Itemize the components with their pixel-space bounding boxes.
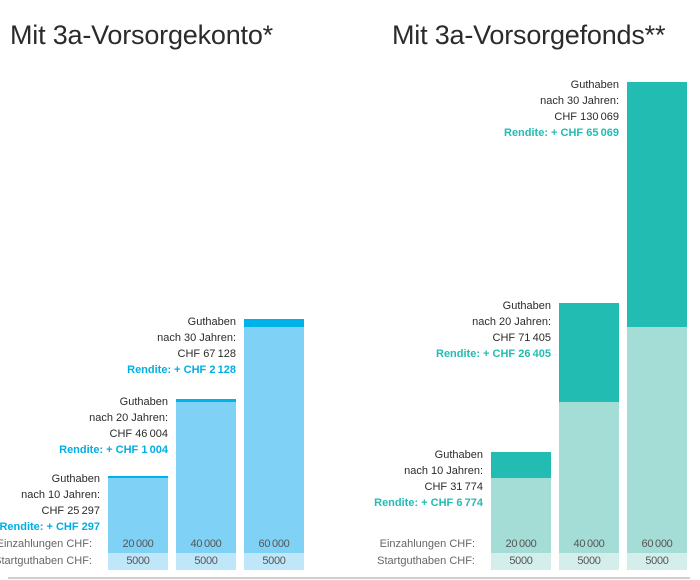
bar-segment-startguthaben <box>108 552 168 570</box>
annotation-period: nach 10 Jahren: <box>21 488 100 501</box>
baseline-divider <box>8 577 690 579</box>
row-label-einzahlungen: Einzahlungen CHF: <box>379 538 475 550</box>
startguthaben-value: 5000 <box>645 555 669 567</box>
bar-annotation: Guthaben nach 20 Jahren: CHF 71 405 Rendite… <box>436 298 551 362</box>
annotation-guthaben: Guthaben <box>51 472 100 485</box>
einzahlungen-value: 40 000 <box>573 538 605 550</box>
bar-20-jahre <box>559 302 619 570</box>
bar-segment-rendite <box>108 475 168 478</box>
annotation-total: CHF 25 297 <box>41 504 100 517</box>
bar-segment-rendite <box>627 81 687 327</box>
einzahlungen-value: 20 000 <box>505 538 537 550</box>
chart-title-konto: Mit 3a-Vorsorgekonto* <box>10 20 273 50</box>
row-label-startguthaben: Startguthaben CHF: <box>377 555 475 567</box>
annotation-guthaben: Guthaben <box>434 449 483 462</box>
annotation-period: nach 30 Jahren: <box>157 331 236 344</box>
bar-segment-startguthaben <box>491 552 551 570</box>
annotation-rendite: Rendite: + CHF 2 128 <box>127 363 236 376</box>
bar-segment-einzahlungen <box>491 477 551 553</box>
bar-segment-einzahlungen <box>108 477 168 553</box>
bar-annotation: Guthaben nach 20 Jahren: CHF 46 004 Rendite… <box>59 394 168 458</box>
startguthaben-value: 5000 <box>262 555 286 567</box>
annotation-total: CHF 130 069 <box>554 110 619 123</box>
bar-segment-einzahlungen <box>176 402 236 553</box>
annotation-rendite: Rendite: + CHF 6 774 <box>374 497 483 510</box>
annotation-period: nach 30 Jahren: <box>540 94 619 107</box>
row-label-einzahlungen: Einzahlungen CHF: <box>0 538 92 550</box>
bar-30-jahre <box>244 318 304 570</box>
startguthaben-value: 5000 <box>194 555 218 567</box>
annotation-guthaben: Guthaben <box>570 78 619 91</box>
bar-segment-einzahlungen <box>627 326 687 553</box>
annotation-rendite: Rendite: + CHF 26 405 <box>436 347 551 360</box>
startguthaben-value: 5000 <box>577 555 601 567</box>
bar-20-jahre <box>176 398 236 570</box>
bar-annotation: Guthaben nach 30 Jahren: CHF 130 069 Rendit… <box>504 77 619 141</box>
annotation-guthaben: Guthaben <box>119 395 168 408</box>
bar-segment-startguthaben <box>627 552 687 570</box>
bar-segment-rendite <box>559 302 619 403</box>
annotation-rendite: Rendite: + CHF 1 004 <box>59 443 168 456</box>
annotation-rendite: Rendite: + CHF 65 069 <box>504 126 619 139</box>
startguthaben-value: 5000 <box>126 555 150 567</box>
bar-segment-einzahlungen <box>559 402 619 553</box>
einzahlungen-value: 20 000 <box>122 538 154 550</box>
annotation-period: nach 20 Jahren: <box>472 315 551 328</box>
bar-segment-startguthaben <box>176 552 236 570</box>
annotation-guthaben: Guthaben <box>187 315 236 328</box>
einzahlungen-value: 60 000 <box>258 538 290 550</box>
annotation-rendite: Rendite: + CHF 297 <box>0 520 100 533</box>
bar-30-jahre <box>627 81 687 570</box>
startguthaben-value: 5000 <box>509 555 533 567</box>
bar-10-jahre <box>108 475 168 570</box>
einzahlungen-value: 60 000 <box>641 538 673 550</box>
annotation-period: nach 20 Jahren: <box>89 411 168 424</box>
bar-segment-startguthaben <box>244 552 304 570</box>
chart-title-fonds: Mit 3a-Vorsorgefonds** <box>392 20 666 50</box>
annotation-total: CHF 31 774 <box>424 481 483 494</box>
annotation-total: CHF 67 128 <box>177 347 236 360</box>
bar-segment-startguthaben <box>559 552 619 570</box>
bar-annotation: Guthaben nach 10 Jahren: CHF 25 297 Rendite… <box>0 471 100 535</box>
bar-annotation: Guthaben nach 30 Jahren: CHF 67 128 Rendite… <box>127 314 236 378</box>
annotation-total: CHF 46 004 <box>109 427 168 440</box>
row-label-startguthaben: Startguthaben CHF: <box>0 555 92 567</box>
bar-segment-rendite <box>176 398 236 403</box>
bar-segment-rendite <box>491 452 551 478</box>
annotation-period: nach 10 Jahren: <box>404 465 483 478</box>
bar-annotation: Guthaben nach 10 Jahren: CHF 31 774 Rendite… <box>374 447 483 511</box>
bar-segment-einzahlungen <box>244 326 304 553</box>
annotation-guthaben: Guthaben <box>502 299 551 312</box>
annotation-total: CHF 71 405 <box>492 331 551 344</box>
bar-segment-rendite <box>244 318 304 327</box>
einzahlungen-value: 40 000 <box>190 538 222 550</box>
bar-10-jahre <box>491 452 551 570</box>
